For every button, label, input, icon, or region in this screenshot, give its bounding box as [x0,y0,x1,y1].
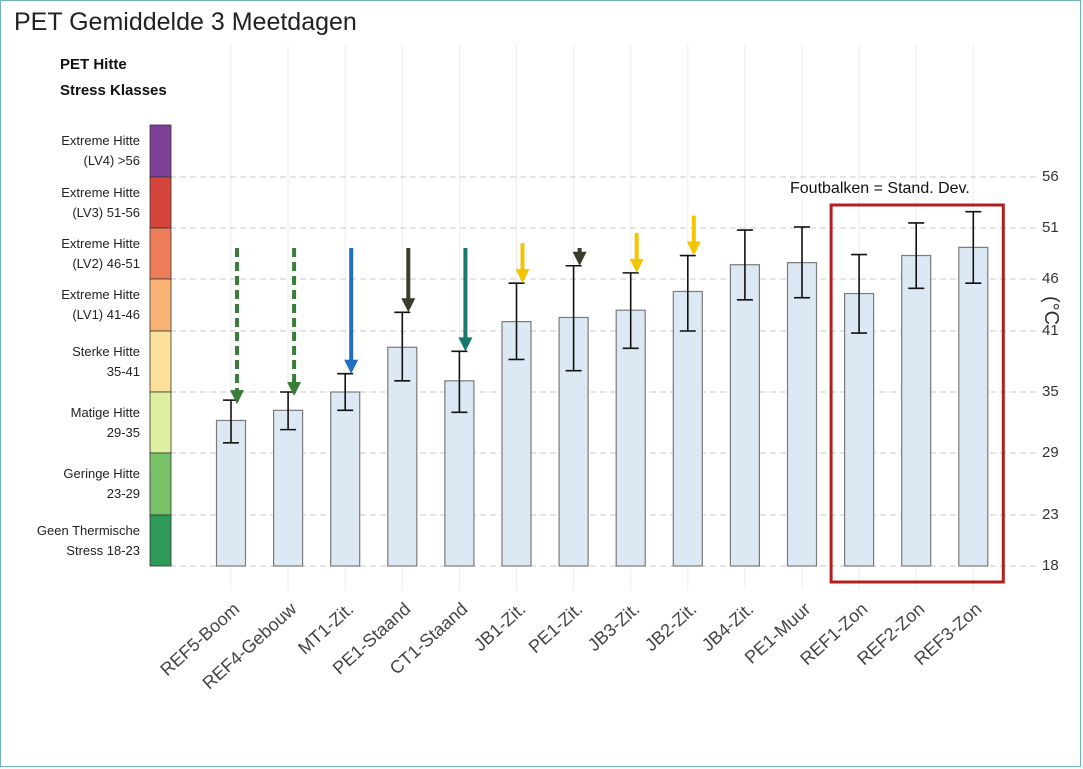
arrow-head [573,252,587,266]
errorbar-note: Foutbalken = Stand. Dev. [790,180,970,198]
y-tick-label: 51 [1042,219,1059,236]
legend-swatch [150,331,171,392]
bar [274,410,303,566]
bar [845,294,874,566]
legend-swatch [150,177,171,228]
legend-swatch [150,453,171,515]
arrow-head [630,259,644,273]
arrow-head [687,242,701,256]
arrow-head [287,382,301,396]
bar [730,265,759,566]
legend-swatch [150,392,171,453]
arrow-head [401,298,415,312]
y-tick-label: 29 [1042,444,1059,461]
bar [902,256,931,566]
arrow-head [458,337,472,351]
bar [788,263,817,566]
y-tick-label: 56 [1042,168,1059,185]
bar [673,291,702,566]
legend-swatch [150,515,171,566]
y-axis-label: (°C [1039,296,1062,325]
y-tick-label: 46 [1042,270,1059,287]
y-tick-label: 18 [1042,557,1059,574]
arrow-head [516,269,530,283]
legend-swatch [150,279,171,331]
legend-swatch [150,125,171,177]
y-tick-label: 23 [1042,506,1059,523]
legend-swatch [150,228,171,279]
bar [959,247,988,566]
arrow-head [344,360,358,374]
y-tick-label: 35 [1042,383,1059,400]
arrow-head [230,390,244,404]
bar [331,392,360,566]
